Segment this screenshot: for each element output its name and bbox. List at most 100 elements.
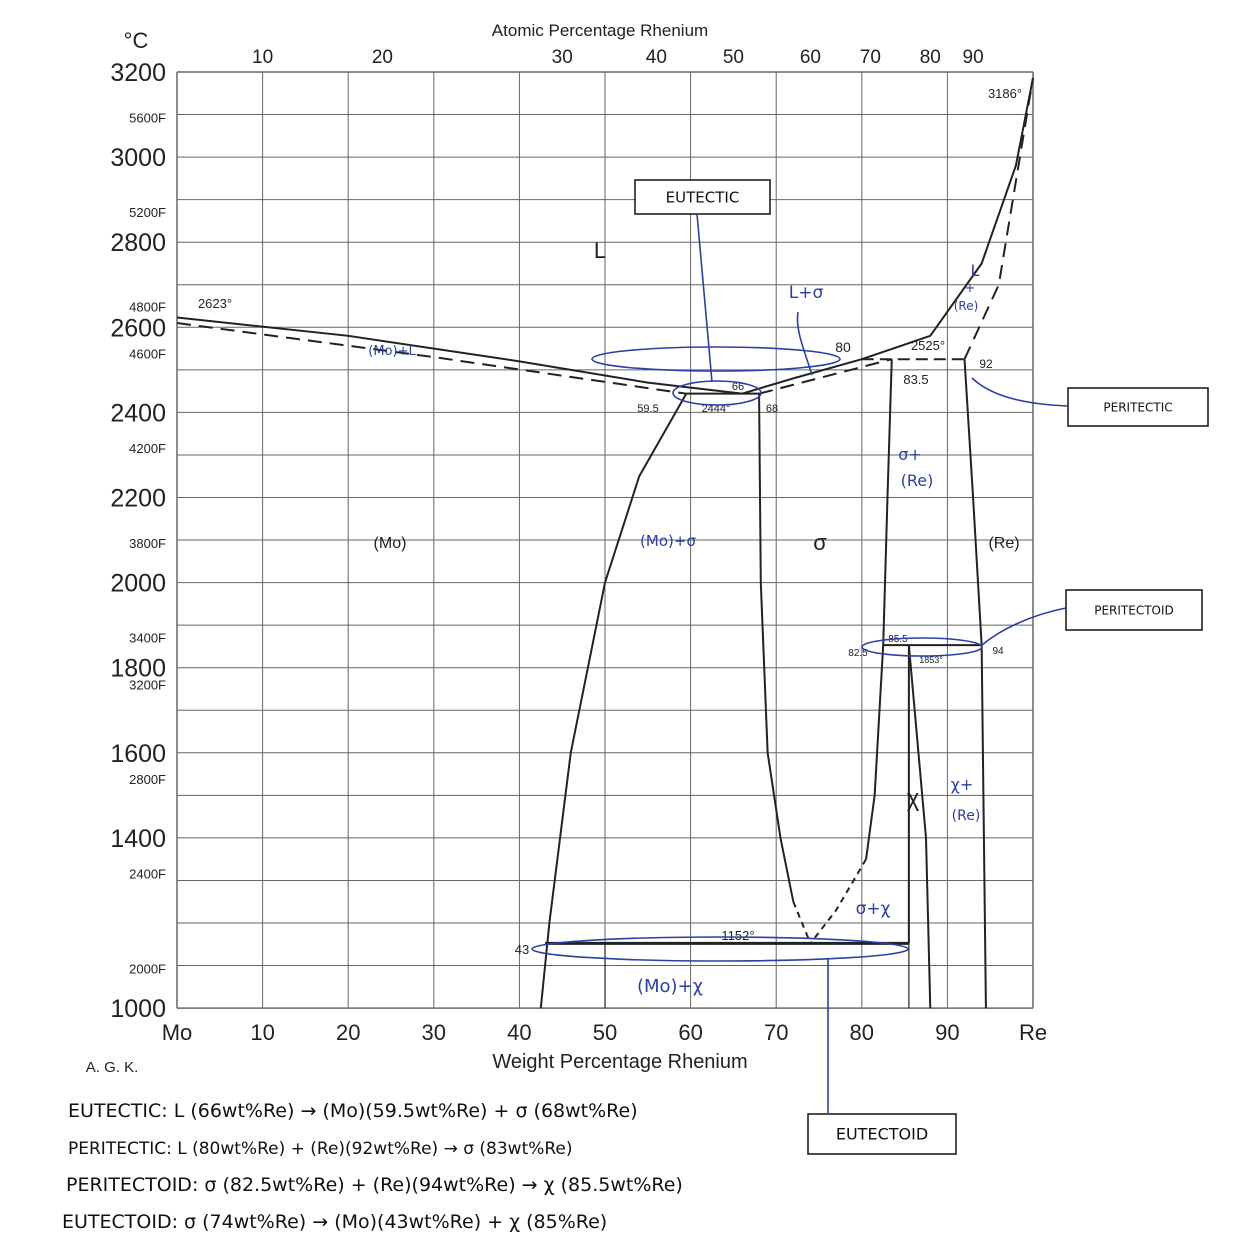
weight-tick-label: 80 (850, 1020, 874, 1045)
annotation-sigma-chi: σ+χ (856, 899, 891, 919)
fahrenheit-tick-label: 4600F (129, 347, 166, 362)
reaction-equation: PERITECTOID: σ (82.5wt%Re) + (Re)(94wt%R… (66, 1174, 683, 1196)
celsius-tick-label: 2800 (110, 229, 166, 257)
liquidus-mo-side (176, 316, 743, 395)
annotation-chi-re: (Re) (952, 808, 981, 824)
atomic-tick-label: 90 (963, 47, 984, 68)
annotation-l-re: L (971, 261, 980, 280)
celsius-tick-label: 1600 (110, 740, 166, 768)
annotation-mo-sigma: (Mo)+σ (640, 532, 696, 550)
composition-82-5: 82.5 (848, 648, 868, 659)
re-solvus (963, 359, 987, 1009)
phase-label-re: (Re) (988, 535, 1019, 552)
l-sigma-arrow (796, 311, 813, 376)
annotation-ellipse (591, 346, 841, 372)
solidus-re (963, 77, 1034, 360)
fahrenheit-tick-label: 4200F (129, 441, 166, 456)
fahrenheit-tick-label: 3200F (129, 678, 166, 693)
eutectic-arrow (696, 213, 713, 383)
sigma-right-boundary (865, 359, 893, 860)
fahrenheit-tick-label: 2000F (129, 962, 166, 977)
peritectic-callout: PERITECTIC (1103, 400, 1172, 414)
weight-tick-label: Mo (162, 1020, 193, 1045)
celsius-tick-label: 3200 (110, 59, 166, 87)
fahrenheit-tick-label: 5200F (129, 205, 166, 220)
reaction-equation: PERITECTIC: L (80wt%Re) + (Re)(92wt%Re) … (68, 1139, 573, 1159)
annotation-ellipse (531, 936, 909, 962)
atomic-tick-label: 10 (252, 47, 273, 68)
composition-59-5: 59.5 (637, 403, 658, 415)
annotation-ellipse (861, 637, 983, 657)
peritectoid-callout: PERITECTOID (1094, 603, 1174, 617)
melting-point-re: 3186° (988, 86, 1022, 101)
sigma-left-boundary-dashed (792, 901, 812, 944)
liquidus-sigma-side (741, 358, 863, 395)
composition-83-5: 83.5 (903, 372, 928, 387)
sigma-right-boundary-dashed (809, 858, 867, 945)
weight-tick-label: 10 (250, 1020, 274, 1045)
annotation-sigma-re: σ+ (898, 445, 922, 464)
annotation-l-re: + (965, 281, 976, 296)
annotation-mo-chi: (Mo)+χ (637, 976, 703, 997)
atomic-tick-label: 30 (552, 47, 573, 68)
atomic-tick-label: 40 (646, 47, 667, 68)
sigma-left-boundary (758, 393, 795, 902)
atomic-tick-label: 70 (860, 47, 881, 68)
composition-68: 68 (766, 403, 778, 415)
annotation-chi-re: χ+ (951, 775, 974, 794)
annotation-l-sigma: L+σ (789, 283, 824, 303)
peritectoid-callout-box (1065, 589, 1203, 631)
fahrenheit-tick-label: 5600F (129, 111, 166, 126)
fahrenheit-tick-label: 3400F (129, 630, 166, 645)
atomic-tick-label: 20 (372, 47, 393, 68)
mo-solvus (539, 393, 688, 1009)
weight-tick-label: 40 (507, 1020, 531, 1045)
solidus-sigma (758, 358, 893, 395)
phase-label-chi: χ (907, 785, 920, 812)
weight-tick-label: 30 (422, 1020, 446, 1045)
celsius-tick-label: 1400 (110, 825, 166, 853)
celsius-tick-label: 2000 (110, 570, 166, 598)
annotation-ellipse (672, 380, 762, 406)
composition-94: 94 (992, 646, 1004, 657)
liquidus-re-side (861, 77, 1034, 361)
eutectoid-temperature: 1152° (721, 928, 754, 943)
weight-tick-label: 60 (678, 1020, 702, 1045)
celsius-tick-label: 2400 (110, 399, 166, 427)
celsius-unit: °C (124, 28, 149, 53)
annotation-l-re: (Re) (954, 299, 979, 313)
melting-point-mo: 2623° (198, 296, 232, 311)
composition-43: 43 (515, 942, 529, 957)
top-axis-title: Atomic Percentage Rhenium (492, 21, 708, 40)
weight-tick-label: Re (1019, 1020, 1047, 1045)
celsius-tick-label: 2200 (110, 485, 166, 513)
peritectic-arrow (971, 377, 1069, 407)
author-initials: A. G. K. (86, 1059, 139, 1076)
eutectic-temperature: 2444° (702, 403, 731, 415)
celsius-tick-label: 2600 (110, 314, 166, 342)
annotation-mo-l: (Mo)+L (368, 344, 416, 359)
eutectoid-callout-box (807, 1113, 957, 1155)
reaction-equation: EUTECTIC: L (66wt%Re) → (Mo)(59.5wt%Re) … (68, 1100, 638, 1122)
weight-tick-label: 90 (935, 1020, 959, 1045)
phase-label-sigma: σ (813, 530, 827, 555)
phase-label-liquid: L (594, 238, 606, 263)
peritectoid-temperature: 1853° (919, 655, 943, 665)
bottom-axis-title: Weight Percentage Rhenium (492, 1051, 747, 1073)
fahrenheit-tick-label: 3800F (129, 536, 166, 551)
fahrenheit-tick-label: 2400F (129, 867, 166, 882)
eutectoid-callout: EUTECTOID (836, 1125, 928, 1144)
weight-tick-label: 50 (593, 1020, 617, 1045)
celsius-tick-label: 1800 (110, 655, 166, 683)
solidus-mo (176, 322, 687, 395)
peritectoid-arrow (981, 607, 1067, 646)
composition-80: 80 (835, 339, 851, 355)
composition-66: 66 (732, 381, 744, 393)
chi-right-boundary (907, 645, 932, 1009)
eutectic-callout: EUTECTIC (666, 188, 740, 206)
atomic-tick-label: 50 (723, 47, 744, 68)
fahrenheit-tick-label: 4800F (129, 299, 166, 314)
celsius-tick-label: 3000 (110, 144, 166, 172)
peritectic-temperature: 2525° (911, 338, 945, 353)
